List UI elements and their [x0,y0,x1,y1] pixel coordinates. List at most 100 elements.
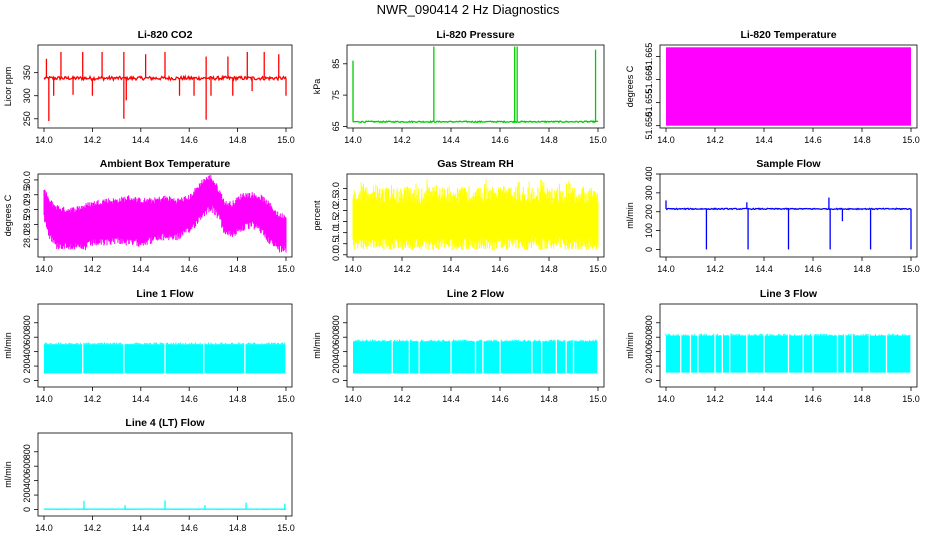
chart-panel: Gas Stream RH percent 14.0 14.2 14.4 14.6 14.8… [312,158,607,274]
y-tick-label: 30.0 [22,171,32,189]
y-tick-label: 51.660 [644,66,654,94]
x-tick-label: 14.2 [393,135,411,145]
y-tick-label: 0 [331,378,341,383]
x-tick-label: 15.0 [277,394,295,404]
data-band [352,178,599,251]
plot-area [666,47,911,126]
x-tick-label: 14.4 [442,394,460,404]
x-tick-label: 14.4 [132,523,150,533]
y-tick-label: 3.0 [331,182,341,195]
plot-frame [659,173,918,258]
y-axis-label: Licor ppm [3,67,13,107]
data-band-edge [352,339,599,342]
x-tick-label: 15.0 [589,394,607,404]
y-tick-label: 200 [22,359,32,374]
y-axis-label: ml/min [625,332,635,359]
y-tick-label: 600 [22,459,32,474]
plot-area [352,46,599,124]
y-tick-label: 800 [331,315,341,330]
x-tick-label: 15.0 [902,135,920,145]
y-axis-label: ml/min [3,332,13,359]
y-tick-label: 28.0 [22,230,32,248]
x-tick-label: 14.4 [132,394,150,404]
x-tick-label: 14.4 [755,135,773,145]
x-tick-label: 14.8 [229,135,247,145]
x-tick-label: 14.4 [755,264,773,274]
chart-panel: Sample Flow ml/min 14.0 14.2 14.4 14.6 14.8 15.… [625,158,920,274]
y-tick-label: 200 [644,204,654,219]
x-tick-label: 14.0 [35,394,53,404]
chart-panel: Line 3 Flow ml/min 14.0 14.2 14.4 14.6 14.8 15.… [625,288,920,404]
y-tick-label: 800 [644,315,654,330]
y-tick-label: 800 [22,315,32,330]
chart-title: Line 3 Flow [760,288,818,300]
y-tick-label: 28.5 [22,216,32,234]
plot-frame [37,44,293,129]
x-tick-label: 15.0 [589,135,607,145]
x-tick-label: 14.2 [706,135,724,145]
y-axis-label: ml/min [3,461,13,488]
x-tick-label: 14.6 [180,394,198,404]
y-tick-label: 29.5 [22,186,32,204]
y-tick-label: 200 [22,488,32,503]
chart-title: Line 4 (LT) Flow [125,417,205,429]
y-tick-label: 200 [644,359,654,374]
x-tick-label: 14.6 [804,135,822,145]
y-tick-label: 400 [644,344,654,359]
chart-title: Gas Stream RH [437,158,513,170]
x-tick-label: 14.4 [442,264,460,274]
y-tick-label: 0 [22,507,32,512]
x-tick-label: 14.0 [35,523,53,533]
chart-panel: Li-820 CO2 Licor ppm 14.0 14.2 14.4 14.6 14.8 1… [3,29,295,145]
x-tick-label: 14.8 [540,264,558,274]
y-tick-label: 600 [644,330,654,345]
chart-panel: Line 2 Flow ml/min 14.0 14.2 14.4 14.6 14.8 15.… [312,288,607,404]
y-tick-label: 100 [644,223,654,238]
plot-frame [37,432,293,517]
plot-area [665,197,912,250]
chart-title: Sample Flow [756,158,821,170]
x-tick-label: 14.0 [657,394,675,404]
plot-frame [346,303,605,388]
y-tick-label: 0.0 [331,249,341,262]
y-tick-label: 200 [331,359,341,374]
data-band-edge [665,333,912,336]
data-line [352,120,599,124]
y-tick-label: 400 [22,473,32,488]
y-tick-label: 600 [22,330,32,345]
x-tick-label: 14.8 [540,135,558,145]
plot-frame [659,303,918,388]
x-tick-label: 14.4 [132,135,150,145]
x-tick-label: 14.8 [229,523,247,533]
x-tick-label: 14.0 [344,264,362,274]
x-tick-label: 14.6 [180,264,198,274]
y-axis-label: kPa [312,79,322,95]
y-tick-label: 600 [331,330,341,345]
plot-frame [346,173,605,258]
plot-area [43,342,287,375]
y-tick-label: 75 [331,90,341,100]
x-tick-label: 14.0 [657,264,675,274]
y-tick-label: 85 [331,59,341,69]
y-axis-label: degrees C [3,194,13,236]
y-tick-label: 65 [331,121,341,131]
x-tick-label: 14.2 [393,264,411,274]
y-tick-label: 800 [22,444,32,459]
plot-area [665,333,912,374]
y-tick-label: 2.5 [331,193,341,206]
x-tick-label: 15.0 [277,135,295,145]
data-band [666,47,911,126]
y-tick-label: 400 [331,344,341,359]
x-tick-label: 14.0 [657,135,675,145]
y-tick-label: 0.5 [331,237,341,250]
x-tick-label: 14.6 [491,135,509,145]
x-tick-label: 14.2 [84,523,102,533]
data-band [43,175,287,253]
chart-title: Li-820 Temperature [740,29,836,41]
plot-frame [37,173,293,258]
y-tick-label: 300 [22,88,32,103]
data-band-edge [43,342,287,345]
y-tick-label: 300 [644,185,654,200]
x-tick-label: 14.8 [853,264,871,274]
